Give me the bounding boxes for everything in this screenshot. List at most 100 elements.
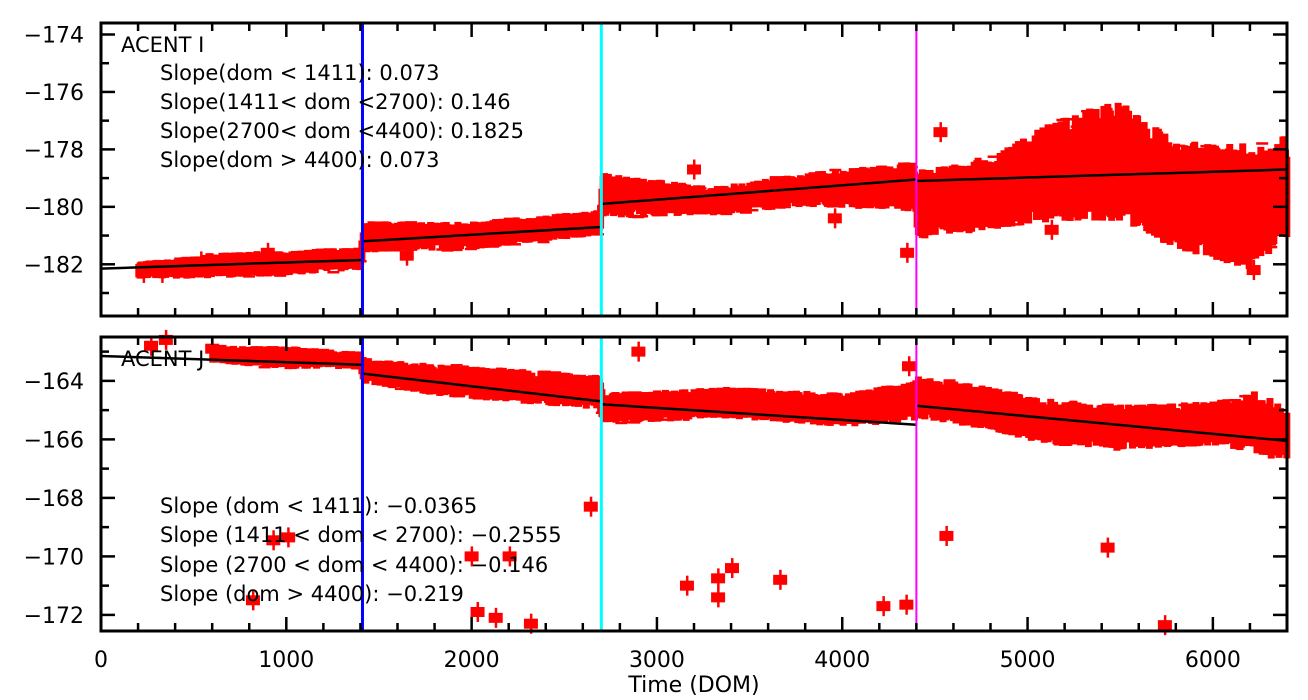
outlier-point-box: [502, 551, 517, 562]
error-bar-cap: [453, 394, 466, 398]
error-bar-cap: [352, 366, 365, 370]
error-bar-cap: [628, 421, 641, 424]
outlier-point-box: [136, 267, 151, 278]
error-bar-cap: [508, 243, 521, 246]
error-bar-cap: [1009, 223, 1022, 226]
x-tick-label: 4000: [814, 648, 870, 673]
fit-line: [916, 404, 1288, 443]
outlier-point-box: [687, 164, 701, 175]
fit-line: [601, 178, 917, 206]
error-bar-cap: [276, 272, 289, 276]
error-bar-cap: [739, 211, 752, 214]
x-tick-label: 3000: [629, 648, 685, 673]
y-tick-label: −166: [24, 428, 84, 453]
outlier-point-box: [158, 334, 173, 345]
outlier-point-box: [281, 532, 296, 543]
outlier-point-box: [724, 563, 739, 574]
error-bar-cap: [243, 275, 256, 278]
error-bar-cap: [660, 418, 673, 421]
outlier-point-box: [464, 551, 479, 562]
error-bar-cap: [232, 273, 245, 276]
outlier-point-box: [205, 343, 220, 354]
outlier-point-box: [631, 346, 646, 357]
outlier-point-box: [144, 340, 159, 351]
y-tick-label: −168: [24, 487, 84, 512]
error-bar-cap: [450, 248, 463, 252]
outlier-point-box: [155, 267, 170, 278]
error-bar-cap: [1184, 444, 1197, 447]
error-bar-cap: [503, 217, 516, 221]
outlier-point-box: [399, 250, 414, 261]
slope-annotation: Slope (dom > 4400): −0.219: [160, 582, 464, 606]
panel-acent-j: ACENT J Slope (dom < 1411): −0.0365 Slop…: [24, 329, 1291, 673]
error-bar-cap: [615, 421, 628, 425]
x-axis-label: Time (DOM): [627, 673, 759, 698]
error-bar-cap: [730, 389, 743, 393]
outlier-point-box: [899, 599, 914, 610]
error-bar-cap: [1228, 398, 1241, 402]
error-bar-cap: [538, 370, 551, 374]
error-bar-cap: [746, 208, 759, 212]
outlier-point-box: [194, 256, 209, 267]
y-tick-label: −180: [24, 196, 84, 221]
outlier-point-box: [939, 530, 954, 541]
error-bar-cap: [274, 274, 287, 277]
error-bar-cap: [985, 222, 998, 226]
error-bar-cap: [700, 414, 713, 418]
panel-acent-i: ACENT I Slope(dom < 1411): 0.073 Slope(1…: [24, 21, 1291, 318]
error-bar-cap: [258, 365, 271, 369]
x-tick-label: 5000: [1000, 648, 1056, 673]
outlier-point-box: [1246, 265, 1261, 276]
outlier-point-box: [933, 127, 948, 138]
error-bar-cap: [1178, 403, 1191, 407]
error-bar-cap: [300, 349, 313, 352]
error-bar-cap: [1173, 144, 1186, 148]
panel-title-acent-i: ACENT I: [121, 33, 204, 57]
error-bar-cap: [943, 379, 956, 382]
outlier-point-box: [679, 580, 694, 591]
y-tick-label: −182: [24, 253, 84, 278]
error-bar-cap: [441, 249, 454, 252]
outlier-point-box: [470, 606, 485, 617]
x-tick-label: 0: [94, 648, 108, 673]
outlier-point-box: [260, 247, 275, 258]
fit-line: [916, 168, 1288, 183]
outlier-point-box: [523, 618, 538, 629]
error-bar-cap: [1058, 443, 1071, 446]
outlier-point-box: [1153, 227, 1168, 238]
error-bar-cap: [317, 348, 330, 352]
slope-annotation: Slope(2700< dom <4400): 0.1825: [160, 119, 524, 143]
slope-annotation: Slope(1411< dom <2700): 0.146: [160, 90, 511, 114]
outlier-point-box: [901, 361, 916, 372]
outlier-point-box: [711, 592, 726, 603]
error-bar-cap: [1265, 245, 1278, 249]
error-bar-cap: [368, 221, 381, 224]
error-bar-cap: [852, 204, 865, 208]
error-bar-cap: [450, 364, 463, 367]
outlier-point-box: [900, 247, 915, 258]
error-bar-cap: [592, 233, 605, 236]
outlier-point-box: [266, 535, 281, 546]
fit-line: [362, 225, 602, 243]
x-tick-label: 1000: [258, 648, 314, 673]
panel-title-acent-j: ACENT J: [121, 347, 204, 371]
y-tick-label: −172: [24, 604, 84, 629]
outlier-point-box: [488, 612, 503, 623]
error-bar-cap: [537, 240, 550, 244]
y-tick-label: −170: [24, 545, 84, 570]
error-bar-cap: [829, 168, 842, 172]
outlier-point-box: [827, 213, 842, 224]
outlier-point-box: [1044, 224, 1059, 235]
error-bar-cap: [720, 212, 733, 216]
error-bar-cap: [581, 401, 594, 405]
outlier-point-box: [1100, 542, 1115, 553]
error-bar-cap: [464, 247, 477, 251]
error-bar-cap: [1068, 208, 1081, 211]
error-bar-cap: [327, 270, 340, 274]
error-bar-cap: [987, 155, 1000, 158]
x-tick-label: 2000: [444, 648, 500, 673]
slope-annotation: Slope (dom < 1411): −0.0365: [160, 494, 477, 518]
fit-line: [100, 258, 363, 270]
outlier-point-box: [1157, 620, 1172, 631]
